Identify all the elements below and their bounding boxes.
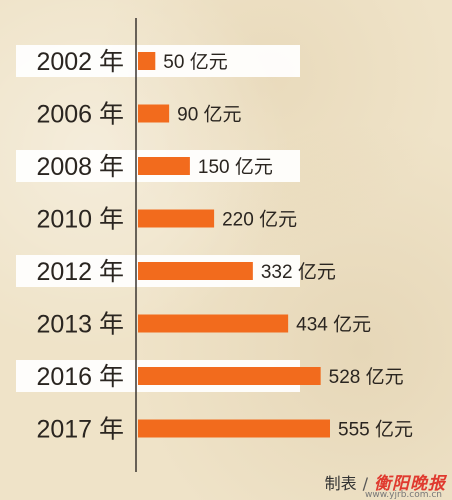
- bar: [138, 367, 321, 385]
- category-label: 2002 年: [36, 48, 124, 76]
- bar: [138, 209, 215, 228]
- category-label: 2017 年: [36, 416, 124, 444]
- value-label: 90 亿元: [177, 104, 241, 126]
- value-label: 150 亿元: [198, 156, 273, 178]
- labels: 2002 年 50 亿元 2006 年 90 亿元 2008 年 150 亿元 2010 年…: [36, 48, 413, 444]
- category-label: 2013 年: [36, 311, 124, 339]
- bar: [138, 419, 330, 438]
- category-label: 2008 年: [36, 153, 124, 181]
- newspaper-logo: 衡阳晚报: [374, 474, 446, 494]
- value-label: 332 亿元: [261, 261, 336, 283]
- value-label: 220 亿元: [222, 209, 297, 231]
- bars: [138, 52, 330, 438]
- bar: [138, 262, 253, 280]
- bar: [138, 314, 289, 333]
- category-label: 2016 年: [36, 363, 124, 391]
- footer-url: www.yjrb.com.cn: [365, 490, 442, 500]
- footer-slash: /: [362, 474, 368, 493]
- value-label: 434 亿元: [296, 314, 371, 336]
- credit-label: 制表: [324, 474, 357, 493]
- category-label: 2010 年: [36, 206, 124, 234]
- bar: [138, 104, 170, 123]
- row-band: [16, 45, 300, 77]
- category-label: 2006 年: [36, 101, 124, 129]
- footer: 制表 / 衡阳晚报: [325, 469, 446, 494]
- value-label: 528 亿元: [329, 366, 404, 388]
- value-label: 50 亿元: [163, 51, 227, 73]
- category-label: 2012 年: [36, 258, 124, 286]
- bar: [138, 52, 156, 70]
- value-label: 555 亿元: [338, 419, 413, 441]
- bar: [138, 157, 190, 175]
